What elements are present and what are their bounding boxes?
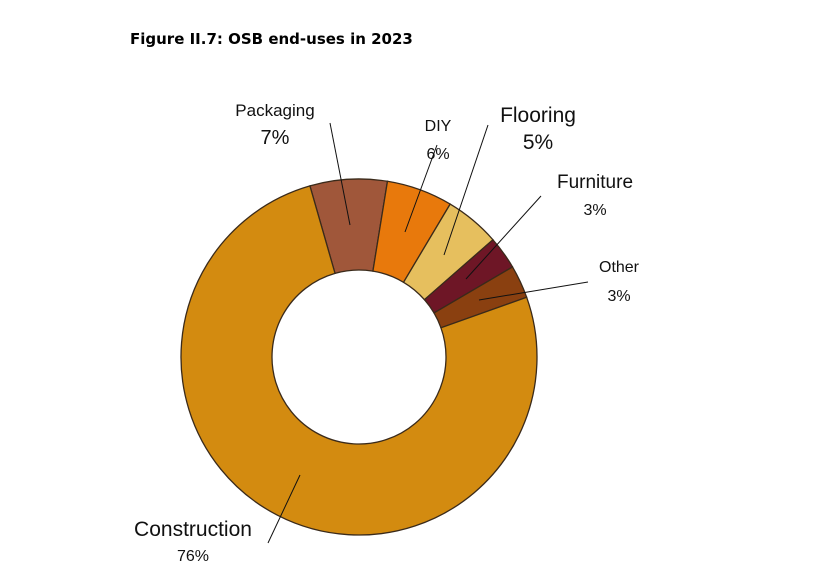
leader-line-furniture [465, 195, 542, 280]
leader-line-construction [267, 474, 301, 544]
leader-line-diy [404, 144, 438, 233]
label-flooring-value: 5% [522, 131, 554, 154]
leader-line-other [478, 281, 589, 301]
chart-title: Figure II.7: OSB end-uses in 2023 [130, 30, 413, 48]
label-construction-name: Construction [134, 518, 252, 541]
label-other-name: Other [598, 259, 640, 276]
label-packaging-name: Packaging [235, 101, 315, 120]
label-furniture-value: 3% [583, 202, 607, 219]
label-diy-value: 6% [426, 146, 450, 163]
label-diy-name: DIY [424, 118, 452, 135]
label-construction-value: 76% [176, 548, 210, 565]
leader-line-packaging [329, 122, 351, 226]
label-furniture-name: Furniture [556, 172, 634, 193]
slice-construction [180, 185, 538, 536]
label-flooring-name: Flooring [500, 104, 576, 127]
label-other-value: 3% [607, 288, 631, 305]
leader-line-flooring [443, 124, 489, 256]
label-packaging-value: 7% [260, 127, 290, 149]
